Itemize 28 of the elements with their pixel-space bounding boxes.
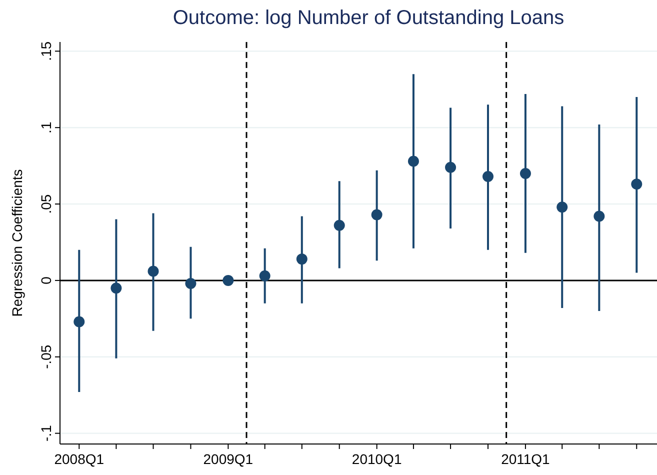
point	[445, 162, 456, 173]
point	[148, 266, 159, 277]
point	[371, 209, 382, 220]
point	[222, 274, 234, 286]
point	[74, 316, 85, 328]
x-tick-label: 2008Q1	[54, 451, 104, 467]
y-tick-label: .05	[38, 194, 54, 214]
point	[556, 202, 568, 213]
point	[482, 171, 494, 182]
chart-title: Outcome: log Number of Outstanding Loans	[172, 7, 564, 29]
y-tick-label: -.1	[38, 424, 54, 442]
point	[594, 210, 605, 222]
point	[296, 254, 308, 265]
point	[520, 168, 531, 179]
x-tick-label: 2011Q1	[501, 451, 550, 467]
x-tick-label: 2009Q1	[203, 451, 254, 467]
point	[185, 278, 196, 290]
point	[334, 220, 345, 231]
y-tick-label: .1	[38, 122, 54, 134]
point	[408, 156, 419, 167]
y-tick-label: .15	[38, 41, 54, 61]
point	[259, 270, 270, 282]
point	[631, 178, 642, 190]
y-tick-label: 0	[38, 276, 54, 284]
x-tick-label: 2010Q1	[352, 451, 402, 467]
y-tick-label: -.05	[38, 344, 54, 369]
y-axis-title: Regression Coefficients	[9, 169, 25, 317]
point	[110, 282, 122, 294]
